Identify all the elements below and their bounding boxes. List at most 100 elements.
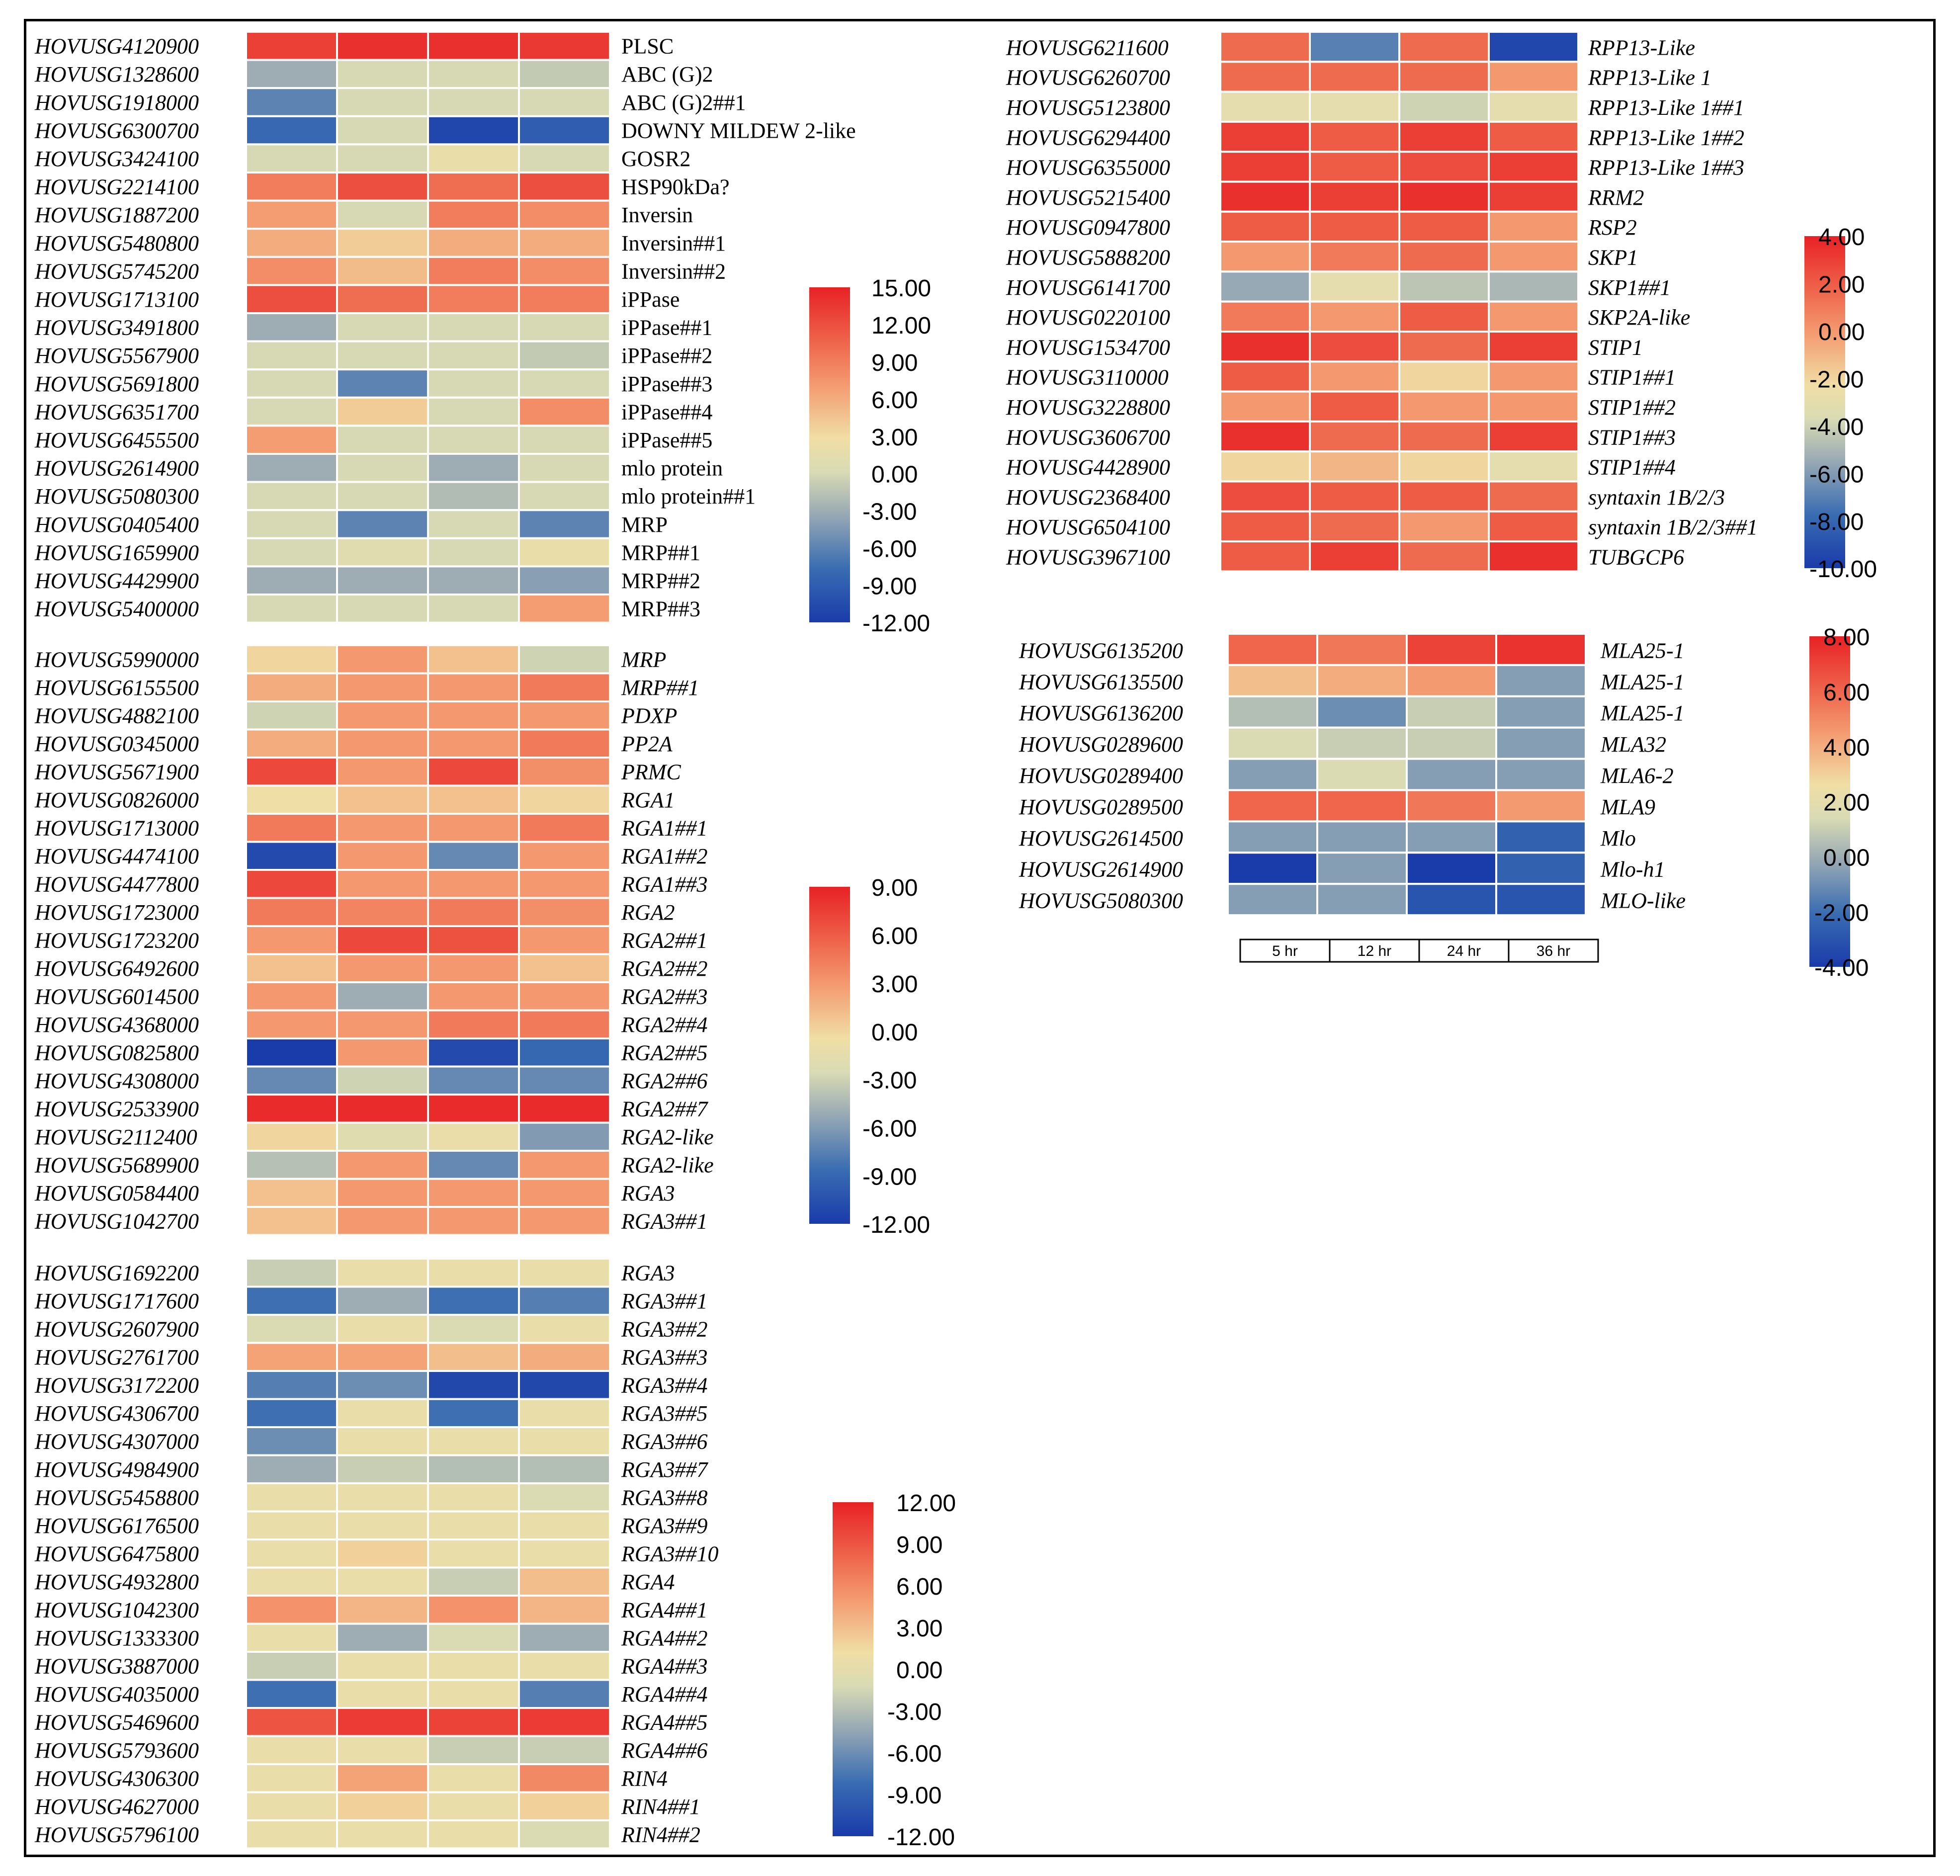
gene-id-label: HOVUSG2614900 <box>34 456 199 481</box>
gene-id-label: HOVUSG3887000 <box>34 1654 199 1679</box>
heatmap-cell <box>245 813 338 843</box>
heatmap-cell <box>245 284 338 315</box>
gene-id-label: HOVUSG5469600 <box>34 1710 199 1735</box>
heatmap-cell <box>1309 390 1400 423</box>
heatmap-cell <box>1309 90 1400 123</box>
heatmap-cell <box>336 728 429 759</box>
heatmap-cell <box>245 171 338 202</box>
colorbar-tick-label: -9.00 <box>862 1164 917 1190</box>
heatmap-cell <box>245 1651 338 1681</box>
gene-name-label-rsp2: RSP2 <box>1588 215 1637 240</box>
heatmap-cell <box>518 1206 611 1236</box>
gene-name-label-rin4-2: RIN4##2 <box>621 1823 700 1847</box>
heatmap-cell <box>427 728 520 759</box>
gene-name-label-ippase: iPPase <box>621 287 680 312</box>
gene-id-label: HOVUSG6300700 <box>34 118 199 143</box>
heatmap-cell <box>1406 633 1497 666</box>
heatmap-cell <box>518 700 611 731</box>
colorbar-tick-label: 4.00 <box>1818 224 1865 251</box>
gene-id-label: HOVUSG4306300 <box>34 1767 199 1791</box>
heatmap-cell <box>1488 270 1579 303</box>
heatmap-cell <box>336 284 429 315</box>
heatmap-cell <box>336 396 429 427</box>
heatmap-cell <box>518 1707 611 1737</box>
gene-name-label-rga4-6: RGA4##6 <box>621 1738 708 1763</box>
gene-id-label: HOVUSG5400000 <box>34 597 199 621</box>
heatmap-cell <box>427 925 520 955</box>
heatmap-cell <box>336 1065 429 1096</box>
gene-id-label: HOVUSG1333300 <box>34 1626 199 1650</box>
heatmap-cell <box>427 1791 520 1821</box>
heatmap-cell <box>427 199 520 230</box>
heatmap-cell <box>245 1285 338 1316</box>
heatmap-cell <box>245 1150 338 1180</box>
heatmap-cell <box>427 1285 520 1316</box>
gene-id-label: HOVUSG0289600 <box>1019 732 1183 757</box>
heatmap-cell <box>518 143 611 173</box>
colorbar-tick-label: 9.00 <box>896 1532 942 1558</box>
gene-name-label-rin4-1: RIN4##1 <box>621 1794 700 1819</box>
heatmap-cell <box>1495 664 1587 697</box>
gene-id-label: HOVUSG5691800 <box>34 372 199 396</box>
gene-name-label-rga3-1: RGA3##1 <box>621 1209 708 1234</box>
gene-name-label-abc-g-2: ABC (G)2 <box>621 62 713 86</box>
heatmap-cell <box>518 953 611 983</box>
heatmap-cell <box>245 509 338 539</box>
heatmap-cell <box>427 841 520 871</box>
gene-id-label: HOVUSG5080300 <box>34 484 199 509</box>
heatmap-cell <box>245 368 338 399</box>
heatmap-cell <box>336 537 429 568</box>
gene-id-label: HOVUSG0220100 <box>1006 305 1170 330</box>
heatmap-cell <box>518 565 611 596</box>
gene-id-label: HOVUSG3424100 <box>34 147 199 171</box>
gene-name-label-rpp13-like: RPP13-Like <box>1588 35 1695 60</box>
gene-name-label-mla25-1: MLA25-1 <box>1600 638 1685 663</box>
gene-id-label: HOVUSG6136200 <box>1019 701 1183 725</box>
heatmap-cell <box>1488 120 1579 153</box>
heatmap-cell <box>518 757 611 787</box>
colorbar-tick-label: 6.00 <box>871 923 918 949</box>
colorbar-tick-label: 4.00 <box>1823 735 1870 761</box>
heatmap-cell <box>245 672 338 702</box>
heatmap-cell <box>245 1819 338 1850</box>
gene-id-label: HOVUSG3110000 <box>1006 365 1169 390</box>
gene-name-label-rga3: RGA3 <box>621 1261 675 1285</box>
heatmap-cell <box>1495 883 1587 917</box>
heatmap-cell <box>427 1342 520 1372</box>
heatmap-cell <box>427 31 520 61</box>
heatmap-cell <box>245 1342 338 1372</box>
gene-name-label-rga3: RGA3 <box>621 1181 675 1205</box>
gene-name-label-ippase-1: iPPase##1 <box>621 316 712 340</box>
heatmap-cell <box>336 1150 429 1180</box>
colorbar-tick-label: 0.00 <box>1823 845 1870 871</box>
heatmap-cell <box>336 594 429 624</box>
heatmap-cell <box>427 565 520 596</box>
colorbar-tick-label: 12.00 <box>896 1490 956 1517</box>
heatmap-cell <box>336 757 429 787</box>
heatmap-cell <box>518 481 611 512</box>
heatmap-cell <box>427 869 520 899</box>
heatmap-cell <box>1488 480 1579 512</box>
heatmap-cell <box>518 981 611 1012</box>
heatmap-cell <box>245 925 338 955</box>
gene-name-label-mla25-1: MLA25-1 <box>1600 701 1685 725</box>
heatmap-cell <box>427 1398 520 1428</box>
heatmap-cell <box>336 981 429 1012</box>
heatmap-cell <box>427 813 520 843</box>
gene-name-label-mrp: MRP <box>621 512 668 537</box>
gene-id-label: HOVUSG6176500 <box>34 1514 199 1538</box>
heatmap-cell <box>245 1121 338 1152</box>
heatmap-cell <box>518 594 611 624</box>
gene-id-label: HOVUSG3491800 <box>34 316 199 340</box>
heatmap-cell <box>1309 450 1400 483</box>
heatmap-cell <box>245 1482 338 1513</box>
heatmap-cell <box>1406 789 1497 823</box>
heatmap-cell <box>518 897 611 927</box>
heatmap-cell <box>336 1454 429 1484</box>
heatmap-cell <box>1316 852 1408 885</box>
heatmap-cell <box>427 1482 520 1513</box>
colorbar-tick-label: 8.00 <box>1823 624 1870 651</box>
gene-id-label: HOVUSG5745200 <box>34 259 199 283</box>
gene-id-label: HOVUSG5796100 <box>34 1823 199 1847</box>
gene-name-label-stip1-3: STIP1##3 <box>1588 425 1676 449</box>
